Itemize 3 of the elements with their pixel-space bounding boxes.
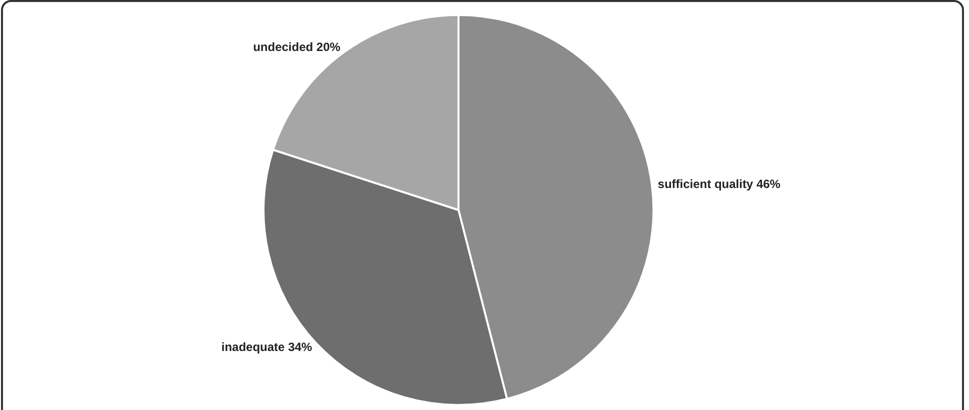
slice-label: undecided 20%: [253, 40, 341, 54]
slice-label: inadequate 34%: [221, 340, 312, 354]
slice-label: sufficient quality 46%: [658, 177, 781, 192]
